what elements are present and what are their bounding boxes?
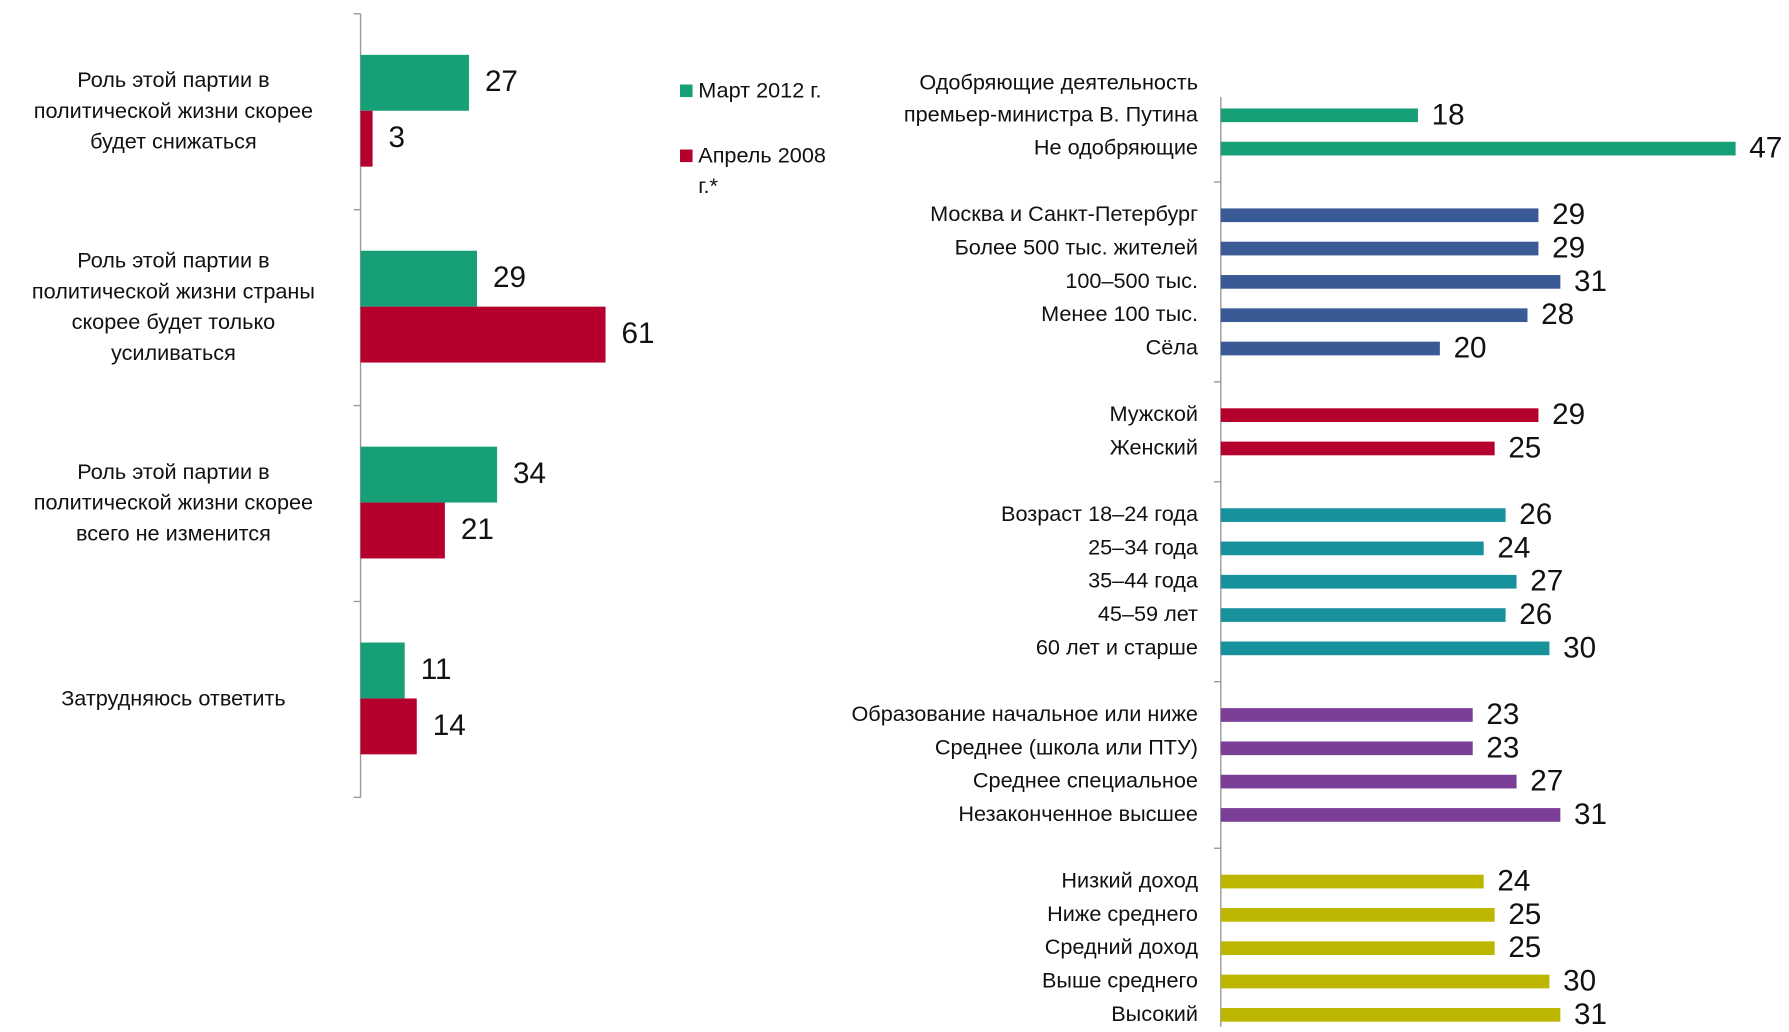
category-label: Образование начальное или ниже xyxy=(851,701,1198,726)
bar xyxy=(1220,808,1561,822)
category-label: Выше среднего xyxy=(1042,967,1198,992)
value-label: 27 xyxy=(1530,565,1563,598)
bar xyxy=(360,446,498,503)
legend-label: Апрель 2008 г.* xyxy=(698,142,826,198)
bar xyxy=(360,642,405,699)
value-label: 29 xyxy=(493,261,526,294)
category-label: Москва и Санкт-Петербург xyxy=(930,201,1198,226)
bar xyxy=(1220,1007,1561,1022)
value-label: 34 xyxy=(513,457,546,490)
legend-swatch xyxy=(680,149,693,163)
bar xyxy=(1220,441,1495,456)
category-label: Среднее специальное xyxy=(973,767,1198,792)
category-label: Низкий доход xyxy=(1061,867,1198,892)
bar xyxy=(1220,641,1550,656)
category-label: Более 500 тыс. жителей xyxy=(955,234,1198,259)
bar xyxy=(1220,741,1473,756)
category-label: 100–500 тыс. xyxy=(1065,268,1198,293)
value-label: 3 xyxy=(389,121,406,154)
category-label: Роль этой партии в политической жизни ско… xyxy=(34,459,313,546)
category-label: 60 лет и старше xyxy=(1036,634,1198,659)
category-label: Мужской xyxy=(1109,401,1198,426)
value-label: 29 xyxy=(1552,198,1585,231)
category-label: Возраст 18–24 года xyxy=(1001,501,1199,526)
category-label: Сёла xyxy=(1146,334,1199,359)
value-label: 27 xyxy=(485,65,518,98)
value-label: 20 xyxy=(1454,331,1487,364)
value-label: 25 xyxy=(1508,431,1541,464)
bar xyxy=(360,250,478,307)
bar xyxy=(1220,541,1484,556)
value-label: 23 xyxy=(1486,698,1519,731)
bar xyxy=(1220,141,1736,156)
value-label: 29 xyxy=(1552,232,1585,265)
value-label: 21 xyxy=(461,513,494,546)
bar xyxy=(1220,341,1440,356)
category-label: Средний доход xyxy=(1045,934,1199,959)
bar xyxy=(1220,941,1495,956)
bar xyxy=(360,306,606,363)
legend-label: Март 2012 г. xyxy=(698,77,821,102)
value-label: 31 xyxy=(1574,798,1607,831)
bar xyxy=(1220,241,1539,256)
category-label: 35–44 года xyxy=(1088,567,1199,592)
value-label: 61 xyxy=(621,317,654,350)
legend-swatch xyxy=(680,84,693,98)
bar xyxy=(1220,308,1528,323)
bar xyxy=(1220,708,1473,722)
category-label: Не одобряющие xyxy=(1034,134,1198,159)
category-label: 45–59 лет xyxy=(1098,601,1198,626)
value-label: 31 xyxy=(1574,998,1607,1027)
value-label: 24 xyxy=(1497,531,1530,564)
bar xyxy=(1220,574,1517,589)
value-label: 25 xyxy=(1508,931,1541,964)
bar xyxy=(1220,774,1517,789)
bar xyxy=(1220,408,1539,422)
bar xyxy=(1220,275,1561,289)
value-label: 30 xyxy=(1563,964,1596,997)
category-label: Одобряющие деятельность премьер-министра … xyxy=(904,69,1199,126)
value-label: 29 xyxy=(1552,398,1585,431)
category-label: 25–34 года xyxy=(1088,534,1199,559)
value-label: 47 xyxy=(1749,132,1782,165)
value-label: 24 xyxy=(1497,865,1530,898)
value-label: 26 xyxy=(1519,498,1552,531)
bar xyxy=(1220,508,1506,522)
value-label: 23 xyxy=(1486,731,1519,764)
bar xyxy=(1220,208,1539,223)
category-label: Менее 100 тыс. xyxy=(1041,301,1198,326)
bar xyxy=(360,54,469,111)
value-label: 27 xyxy=(1530,765,1563,798)
bar xyxy=(1220,108,1418,123)
bar xyxy=(360,698,417,755)
category-label: Женский xyxy=(1110,434,1198,459)
bar xyxy=(1220,974,1550,989)
category-label: Роль этой партии в политической жизни ско… xyxy=(34,67,313,154)
bar xyxy=(1220,874,1484,889)
category-label: Высокий xyxy=(1111,1001,1198,1026)
value-label: 11 xyxy=(421,653,452,686)
category-label: Среднее (школа или ПТУ) xyxy=(935,734,1198,759)
category-label: Затрудняюсь ответить xyxy=(61,685,285,710)
value-label: 25 xyxy=(1508,898,1541,931)
category-label: Ниже среднего xyxy=(1047,901,1198,926)
bar xyxy=(360,502,445,559)
category-label: Роль этой партии в политической жизни стр… xyxy=(32,247,315,364)
value-label: 30 xyxy=(1563,631,1596,664)
bar xyxy=(1220,908,1495,922)
value-label: 28 xyxy=(1541,298,1574,331)
value-label: 14 xyxy=(433,709,466,742)
bar xyxy=(360,110,373,167)
value-label: 26 xyxy=(1519,598,1552,631)
value-label: 18 xyxy=(1432,98,1465,131)
value-label: 31 xyxy=(1574,265,1607,298)
bar xyxy=(1220,608,1506,622)
category-label: Незаконченное высшее xyxy=(958,801,1198,826)
